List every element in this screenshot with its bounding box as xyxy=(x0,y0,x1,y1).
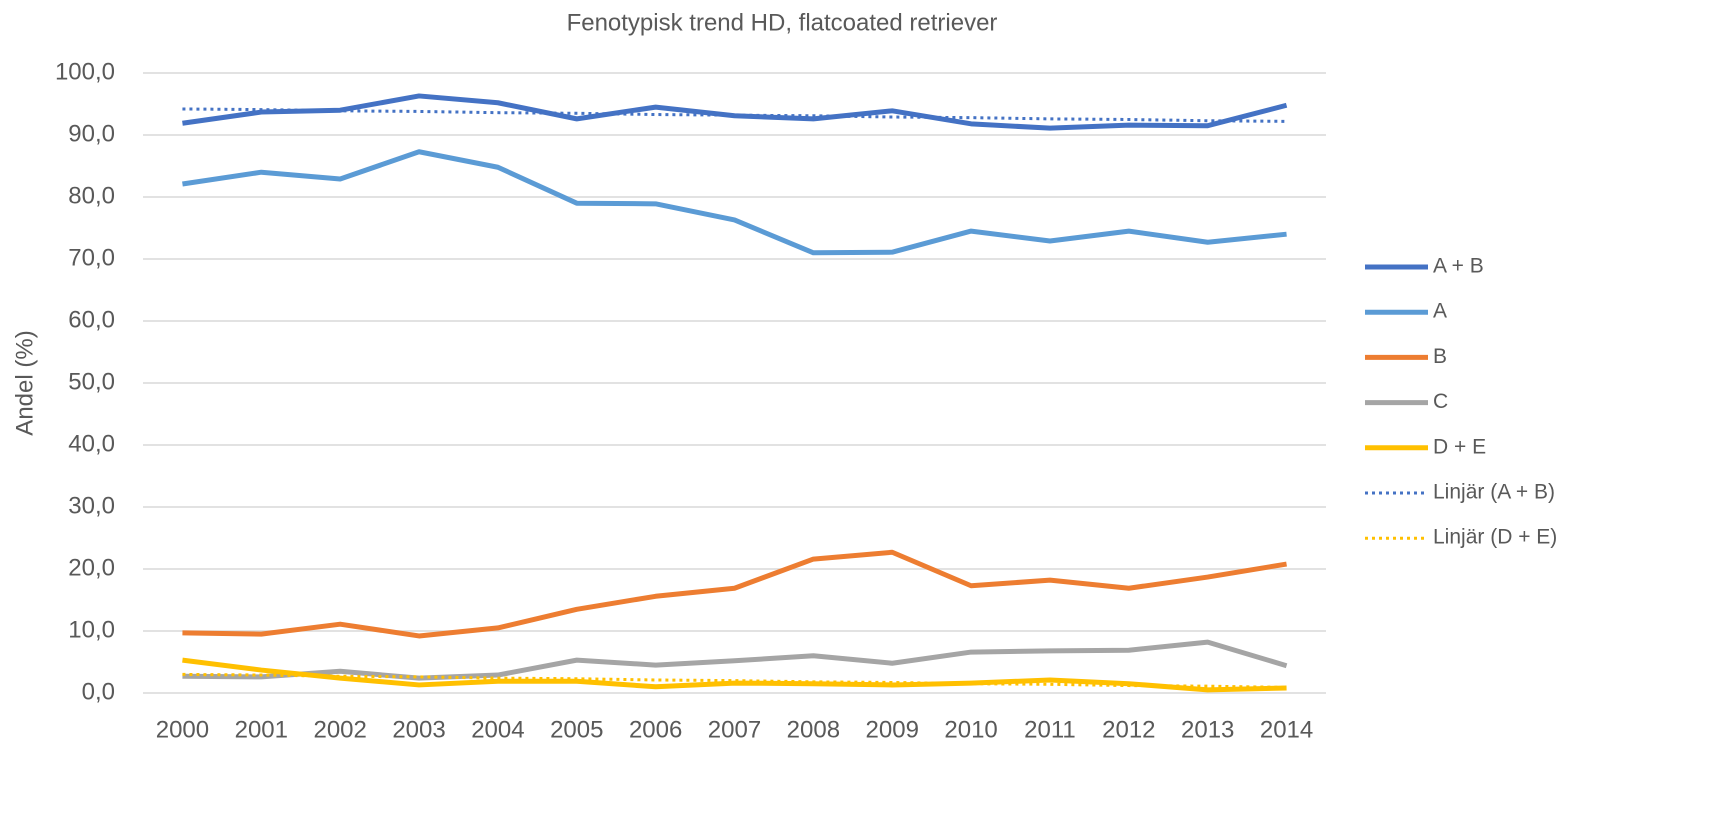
series-line xyxy=(182,107,1287,123)
x-tick-label: 2005 xyxy=(550,716,603,743)
y-tick-label: 100,0 xyxy=(55,58,115,85)
legend-label: B xyxy=(1433,345,1447,368)
legend-label: D + E xyxy=(1433,435,1486,458)
x-tick-label: 2011 xyxy=(1024,716,1076,743)
series-line xyxy=(182,93,1288,131)
y-tick-label: 60,0 xyxy=(68,306,115,333)
legend-label: C xyxy=(1433,390,1448,413)
legend-label: A xyxy=(1433,300,1447,323)
y-tick-label: 20,0 xyxy=(68,554,115,581)
y-tick-label: 0,0 xyxy=(82,678,115,705)
x-tick-label: 2004 xyxy=(471,716,524,743)
legend-label: Linjär (A + B) xyxy=(1433,481,1555,504)
x-tick-label: 2009 xyxy=(866,716,919,743)
series-line xyxy=(182,549,1287,639)
y-tick-label: 40,0 xyxy=(68,430,115,457)
y-tick-label: 90,0 xyxy=(68,120,115,147)
chart-title: Fenotypisk trend HD, flatcoated retrieve… xyxy=(567,9,998,36)
y-tick-label: 30,0 xyxy=(68,492,115,519)
x-tick-label: 2012 xyxy=(1102,716,1155,743)
x-tick-label: 2000 xyxy=(156,716,209,743)
y-tick-label: 10,0 xyxy=(68,616,115,643)
series-line xyxy=(182,149,1287,256)
legend-label: A + B xyxy=(1433,255,1484,278)
x-tick-label: 2002 xyxy=(313,716,366,743)
series-line xyxy=(182,639,1288,681)
y-axis-label: Andel (%) xyxy=(11,330,38,435)
x-tick-label: 2014 xyxy=(1260,716,1313,743)
series-line xyxy=(182,657,1287,693)
y-tick-label: 70,0 xyxy=(68,244,115,271)
y-tick-label: 80,0 xyxy=(68,182,115,209)
x-tick-label: 2013 xyxy=(1181,716,1234,743)
legend-label: Linjär (D + E) xyxy=(1433,526,1557,549)
y-tick-label: 50,0 xyxy=(68,368,115,395)
x-tick-label: 2003 xyxy=(392,716,445,743)
x-tick-label: 2007 xyxy=(708,716,761,743)
x-tick-label: 2010 xyxy=(944,716,997,743)
x-tick-label: 2006 xyxy=(629,716,682,743)
series-line xyxy=(182,672,1287,689)
x-tick-label: 2008 xyxy=(787,716,840,743)
x-tick-label: 2001 xyxy=(235,716,288,743)
